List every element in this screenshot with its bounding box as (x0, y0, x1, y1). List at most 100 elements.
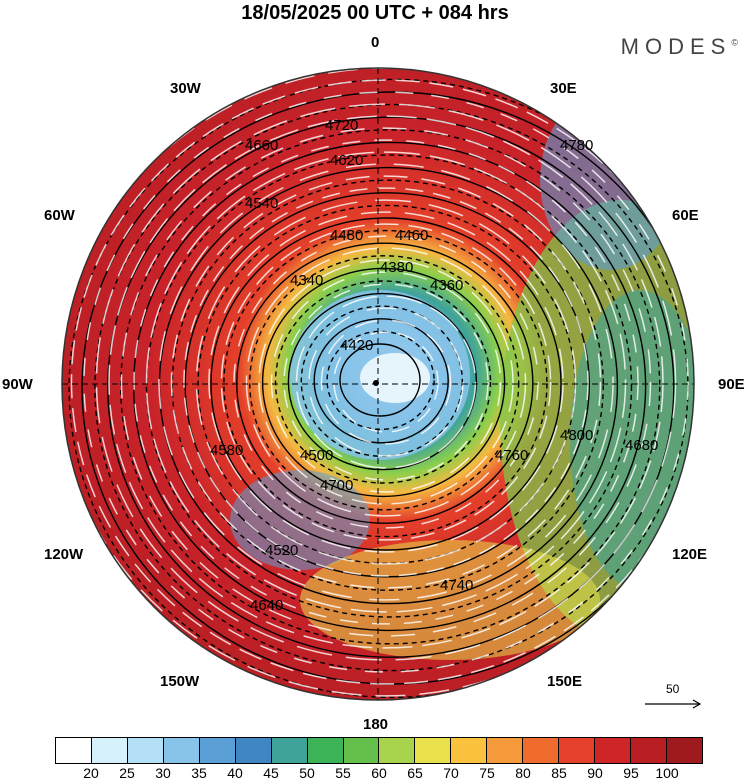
colorbar-segment (487, 738, 524, 763)
height-contour (171, 179, 604, 591)
lon-label-90w: 90W (2, 376, 33, 393)
colorbar-tick-label: 100 (655, 765, 679, 781)
colorbar-tick-label: 70 (443, 765, 459, 781)
contour-label: 4780 (560, 137, 593, 154)
streamline (70, 79, 694, 685)
streamline (95, 103, 677, 661)
contour-label: 4660 (245, 137, 278, 154)
streamline (295, 295, 477, 469)
colorbar-tick-label: 60 (371, 765, 387, 781)
height-contour (274, 280, 492, 484)
contour-label: 4360 (430, 277, 463, 294)
contour-label: 4720 (325, 117, 358, 134)
map-title: 18/05/2025 00 UTC + 084 hrs (241, 2, 509, 24)
contour-label-group: 4720 4660 4620 4540 4480 4460 4380 4340 4360 4420… (210, 117, 658, 614)
streamline (320, 319, 452, 445)
contour-label: 4640 (250, 597, 283, 614)
contour-label: 4460 (395, 227, 428, 244)
colorbar-segment (631, 738, 667, 763)
colorbar-segment (379, 738, 416, 763)
contour-label: 4540 (245, 195, 278, 212)
brand-mark: © (731, 37, 738, 48)
height-contour (249, 255, 520, 511)
height-contour (145, 154, 633, 618)
colorbar-segment (415, 738, 452, 763)
reference-vector-label: 50 (666, 682, 680, 696)
lon-label-90e: 90E (718, 376, 745, 393)
lon-label-30w: 30W (170, 80, 201, 97)
brand-name: MODES (620, 34, 732, 59)
colorbar-segment (163, 738, 200, 763)
height-contour (120, 129, 661, 645)
colorbar-tick-label: 35 (191, 765, 207, 781)
lon-label-150e: 150E (547, 673, 583, 690)
contour-label: 4760 (495, 447, 528, 464)
colorbar-segment (559, 738, 596, 763)
contour-label: 4620 (330, 152, 363, 169)
height-contour (313, 318, 449, 444)
contour-label: 4580 (210, 442, 243, 459)
colorbar-segment (235, 738, 272, 763)
colorbar (55, 737, 703, 764)
colorbar-segment (91, 738, 128, 763)
contour-label: 4520 (265, 542, 298, 559)
contour-label: 4480 (330, 227, 363, 244)
streamline (170, 175, 602, 589)
streamline (120, 127, 652, 637)
streamline (245, 247, 527, 517)
streamline (233, 235, 539, 529)
height-contour (287, 292, 478, 471)
colorbar-tick-label: 25 (119, 765, 135, 781)
streamline (145, 151, 627, 613)
colorbar-segment (127, 738, 164, 763)
lon-label-180: 180 (363, 716, 389, 733)
streamline (195, 199, 577, 565)
map-boundary (61, 67, 695, 701)
colorbar-labels: 20 25 30 35 40 45 50 55 60 65 70 75 80 85 90 95 100 (55, 765, 703, 781)
colorbar-segment (343, 738, 380, 763)
colorbar-tick-label: 30 (155, 765, 171, 781)
streamline (208, 211, 564, 553)
colorbar-tick-label: 55 (335, 765, 351, 781)
colorbar-segment (666, 738, 702, 763)
contour-label: 4380 (380, 259, 413, 276)
colorbar-tick-label: 75 (479, 765, 495, 781)
height-contour (339, 343, 421, 417)
colorbar-segment (199, 738, 236, 763)
streamline (283, 283, 489, 481)
colorbar-tick-label: 95 (623, 765, 639, 781)
streamline (270, 271, 502, 493)
contour-label: 4800 (560, 427, 593, 444)
colorbar-segment (595, 738, 631, 763)
lon-label-150w: 150W (160, 673, 200, 690)
contour-label: 4740 (440, 577, 473, 594)
streamline (133, 139, 639, 625)
brand-logo: MODES© (621, 34, 738, 60)
streamline (108, 115, 664, 649)
north-pole-marker (373, 380, 379, 386)
contour-label: 4680 (625, 437, 658, 454)
streamline (83, 91, 689, 673)
colorbar-segment (271, 738, 308, 763)
colorbar-tick-label: 50 (299, 765, 315, 781)
colorbar-tick-label: 20 (83, 765, 99, 781)
streamline (308, 307, 464, 457)
reference-vector-arrow (645, 699, 702, 709)
colorbar-tick-label: 90 (587, 765, 603, 781)
contour-label: 4700 (320, 477, 353, 494)
lon-label-0: 0 (371, 34, 380, 51)
colorbar-tick-label: 45 (263, 765, 279, 781)
height-contour (326, 330, 435, 431)
streamline (333, 331, 439, 433)
colorbar-tick-label: 65 (407, 765, 423, 781)
lon-label-60w: 60W (44, 207, 75, 224)
colorbar-segment (307, 738, 344, 763)
height-contour (210, 217, 562, 551)
contour-label: 4340 (290, 272, 323, 289)
height-contour (68, 78, 694, 699)
streamline (220, 223, 552, 541)
lon-label-120e: 120E (672, 546, 708, 563)
streamline (258, 259, 514, 505)
lon-label-60e: 60E (672, 207, 699, 224)
